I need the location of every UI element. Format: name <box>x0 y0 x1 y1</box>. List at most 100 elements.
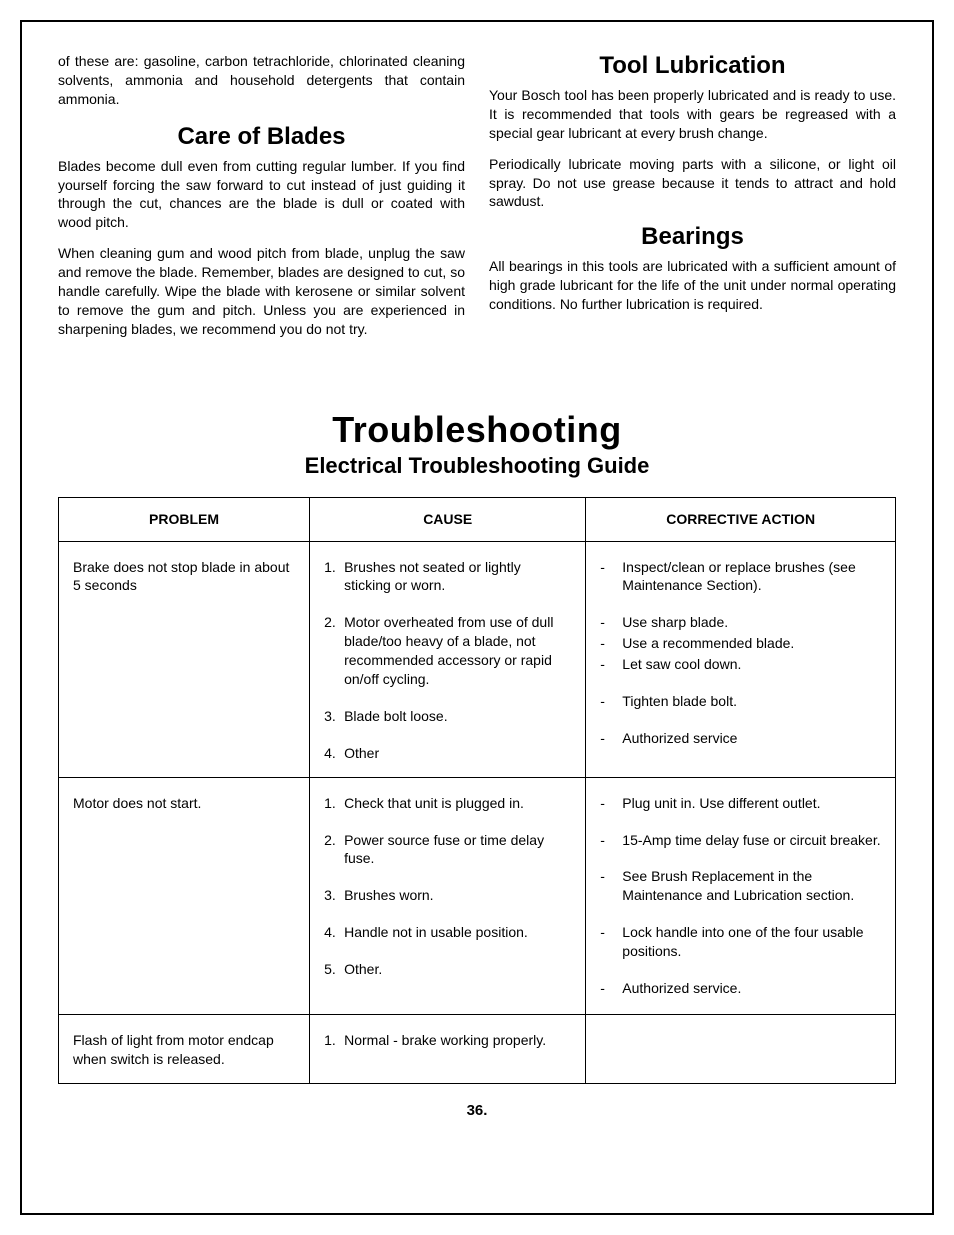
cause-number: 2. <box>324 831 344 869</box>
cause-number: 1. <box>324 1031 344 1050</box>
lubrication-paragraph-2: Periodically lubricate moving parts with… <box>489 155 896 212</box>
dash-icon: - <box>600 558 622 596</box>
action-group: -Lock handle into one of the four usable… <box>600 923 881 961</box>
action-text: Authorized service <box>622 729 881 748</box>
action-item: -Let saw cool down. <box>600 655 881 674</box>
cause-text: Other <box>344 744 571 763</box>
cause-text: Brushes not seated or lightly sticking o… <box>344 558 571 596</box>
problem-cell: Motor does not start. <box>59 777 310 1014</box>
action-group: -15-Amp time delay fuse or circuit break… <box>600 831 881 850</box>
cause-cell: 1.Brushes not seated or lightly sticking… <box>310 541 586 777</box>
action-group: -Authorized service. <box>600 979 881 998</box>
cause-cell: 1.Check that unit is plugged in.2.Power … <box>310 777 586 1014</box>
action-group: -Tighten blade bolt. <box>600 692 881 711</box>
cause-text: Brushes worn. <box>344 886 571 905</box>
cause-item: 2.Power source fuse or time delay fuse. <box>324 831 571 869</box>
cause-text: Power source fuse or time delay fuse. <box>344 831 571 869</box>
action-group <box>600 1031 881 1050</box>
action-cell <box>586 1014 896 1083</box>
page-number: 36. <box>58 1102 896 1119</box>
cause-item: 3.Blade bolt loose. <box>324 707 571 726</box>
cause-item: 2.Motor overheated from use of dull blad… <box>324 613 571 689</box>
table-row: Flash of light from motor endcap when sw… <box>59 1014 896 1083</box>
action-item: -See Brush Replacement in the Maintenanc… <box>600 867 881 905</box>
cause-text: Check that unit is plugged in. <box>344 794 571 813</box>
dash-icon: - <box>600 867 622 905</box>
troubleshooting-table: PROBLEM CAUSE CORRECTIVE ACTION Brake do… <box>58 497 896 1084</box>
care-paragraph-2: When cleaning gum and wood pitch from bl… <box>58 244 465 338</box>
action-group: -See Brush Replacement in the Maintenanc… <box>600 867 881 905</box>
cause-number: 3. <box>324 707 344 726</box>
action-group: -Authorized service <box>600 729 881 748</box>
action-item: -Authorized service. <box>600 979 881 998</box>
lubrication-paragraph-1: Your Bosch tool has been properly lubric… <box>489 86 896 143</box>
action-text: Plug unit in. Use different outlet. <box>622 794 881 813</box>
dash-icon: - <box>600 634 622 653</box>
cause-item: 1.Normal - brake working properly. <box>324 1031 571 1050</box>
cause-item: 1.Check that unit is plugged in. <box>324 794 571 813</box>
dash-icon: - <box>600 923 622 961</box>
action-cell: -Inspect/clean or replace brushes (see M… <box>586 541 896 777</box>
cause-text: Motor overheated from use of dull blade/… <box>344 613 571 689</box>
action-text: Use a recommended blade. <box>622 634 881 653</box>
dash-icon: - <box>600 831 622 850</box>
cause-item: 4.Other <box>324 744 571 763</box>
two-column-layout: of these are: gasoline, carbon tetrachlo… <box>58 52 896 351</box>
problem-cell: Flash of light from motor endcap when sw… <box>59 1014 310 1083</box>
cause-text: Normal - brake working properly. <box>344 1031 571 1050</box>
cause-number: 1. <box>324 558 344 596</box>
dash-icon: - <box>600 692 622 711</box>
cause-text: Handle not in usable position. <box>344 923 571 942</box>
electrical-guide-heading: Electrical Troubleshooting Guide <box>58 453 896 479</box>
header-action: CORRECTIVE ACTION <box>586 497 896 541</box>
bearings-paragraph: All bearings in this tools are lubricate… <box>489 257 896 314</box>
action-text: Use sharp blade. <box>622 613 881 632</box>
action-group: -Inspect/clean or replace brushes (see M… <box>600 558 881 596</box>
action-text: 15-Amp time delay fuse or circuit breake… <box>622 831 881 850</box>
cause-item: 1.Brushes not seated or lightly sticking… <box>324 558 571 596</box>
dash-icon: - <box>600 794 622 813</box>
manual-page: of these are: gasoline, carbon tetrachlo… <box>20 20 934 1215</box>
action-text: Lock handle into one of the four usable … <box>622 923 881 961</box>
action-text: Tighten blade bolt. <box>622 692 881 711</box>
action-item: -15-Amp time delay fuse or circuit break… <box>600 831 881 850</box>
bearings-heading: Bearings <box>489 223 896 251</box>
action-cell: -Plug unit in. Use different outlet.-15-… <box>586 777 896 1014</box>
cause-number: 2. <box>324 613 344 689</box>
action-text: Let saw cool down. <box>622 655 881 674</box>
action-item: -Use sharp blade. <box>600 613 881 632</box>
intro-paragraph: of these are: gasoline, carbon tetrachlo… <box>58 52 465 109</box>
cause-number: 5. <box>324 960 344 979</box>
cause-number: 1. <box>324 794 344 813</box>
action-text: See Brush Replacement in the Maintenance… <box>622 867 881 905</box>
action-item: -Lock handle into one of the four usable… <box>600 923 881 961</box>
cause-number: 4. <box>324 923 344 942</box>
cause-number: 3. <box>324 886 344 905</box>
troubleshooting-heading: Troubleshooting <box>58 409 896 451</box>
left-column: of these are: gasoline, carbon tetrachlo… <box>58 52 465 351</box>
action-item: -Authorized service <box>600 729 881 748</box>
cause-item: 4.Handle not in usable position. <box>324 923 571 942</box>
cause-text: Other. <box>344 960 571 979</box>
action-item: -Plug unit in. Use different outlet. <box>600 794 881 813</box>
cause-item: 3.Brushes worn. <box>324 886 571 905</box>
cause-item: 5.Other. <box>324 960 571 979</box>
action-group: -Use sharp blade.-Use a recommended blad… <box>600 613 881 674</box>
dash-icon: - <box>600 729 622 748</box>
dash-icon: - <box>600 613 622 632</box>
action-item: -Use a recommended blade. <box>600 634 881 653</box>
header-problem: PROBLEM <box>59 497 310 541</box>
dash-icon: - <box>600 979 622 998</box>
dash-icon: - <box>600 655 622 674</box>
tool-lubrication-heading: Tool Lubrication <box>489 52 896 80</box>
cause-text: Blade bolt loose. <box>344 707 571 726</box>
header-cause: CAUSE <box>310 497 586 541</box>
problem-cell: Brake does not stop blade in about 5 sec… <box>59 541 310 777</box>
care-paragraph-1: Blades become dull even from cutting reg… <box>58 157 465 233</box>
action-text: Authorized service. <box>622 979 881 998</box>
right-column: Tool Lubrication Your Bosch tool has bee… <box>489 52 896 351</box>
cause-cell: 1.Normal - brake working properly. <box>310 1014 586 1083</box>
action-item: -Tighten blade bolt. <box>600 692 881 711</box>
table-row: Motor does not start. 1.Check that unit i… <box>59 777 896 1014</box>
table-header-row: PROBLEM CAUSE CORRECTIVE ACTION <box>59 497 896 541</box>
